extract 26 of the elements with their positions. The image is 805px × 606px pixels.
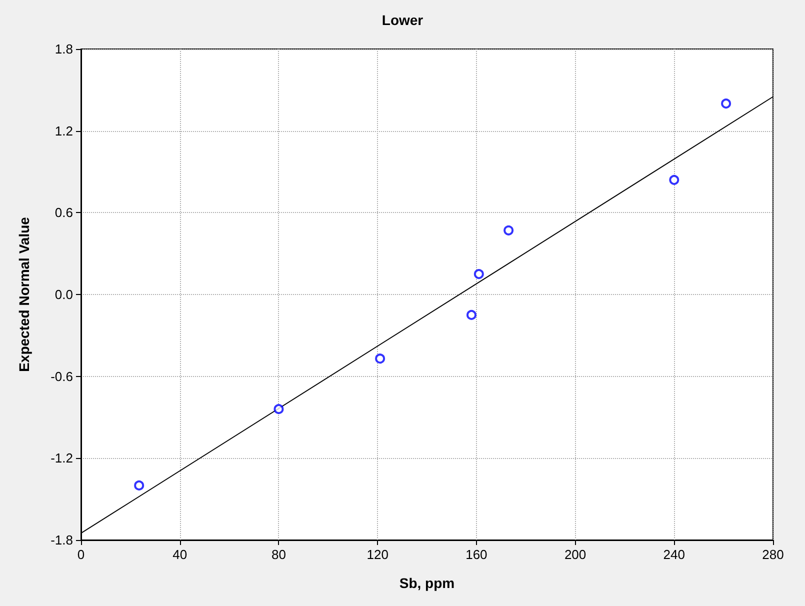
x-tick-label: 80	[271, 547, 286, 562]
point	[274, 404, 284, 414]
x-tick-label: 280	[762, 547, 784, 562]
y-tick-label: 0.6	[54, 205, 73, 220]
x-tick-label: 0	[77, 547, 85, 562]
x-tick-label: 200	[564, 547, 586, 562]
chart-title: Lower	[382, 12, 424, 28]
x-tick-label: 160	[466, 547, 488, 562]
y-tick-label: 1.8	[54, 42, 73, 56]
y-tick-label: -1.8	[50, 532, 73, 548]
x-tick-label: 120	[366, 547, 388, 562]
point	[134, 480, 144, 490]
point	[504, 225, 514, 236]
x-axis-title: Sb, ppm	[399, 575, 455, 591]
point	[466, 310, 476, 320]
point	[375, 354, 386, 364]
point	[474, 269, 484, 280]
point	[669, 174, 680, 185]
y-axis-title: Expected Normal Value	[16, 216, 32, 372]
y-tick-label: 1.2	[54, 123, 73, 138]
y-tick-label: -1.2	[50, 450, 73, 466]
y-tick-label: 0.0	[54, 287, 73, 302]
y-tick-label: -0.6	[50, 368, 73, 384]
x-tick-label: 40	[172, 547, 188, 562]
point	[721, 98, 732, 109]
x-tick-label: 240	[663, 547, 685, 562]
